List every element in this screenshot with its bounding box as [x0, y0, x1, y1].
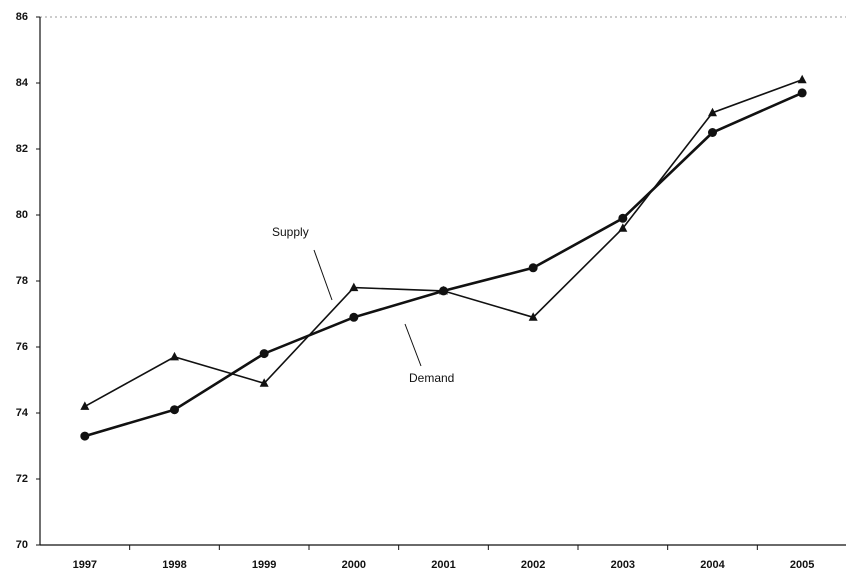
- y-tick-label: 74: [16, 407, 29, 419]
- marker: [797, 88, 807, 98]
- marker: [349, 282, 359, 292]
- y-tick-label: 72: [16, 473, 28, 485]
- annotation-leader: [404, 323, 422, 367]
- x-tick-label: 1998: [162, 559, 186, 571]
- x-tick-label: 2002: [521, 559, 545, 571]
- x-tick-label: 1999: [252, 559, 276, 571]
- marker: [80, 401, 90, 410]
- marker: [439, 286, 448, 296]
- x-tick-label: 2001: [431, 559, 455, 571]
- x-tick-label: 2003: [611, 559, 635, 571]
- annotation: Demand: [409, 371, 454, 385]
- annotation: Supply: [272, 225, 309, 239]
- marker: [170, 351, 179, 361]
- x-tick-label: 2005: [790, 559, 814, 571]
- y-tick-label: 80: [16, 209, 28, 221]
- y-tick-label: 86: [16, 11, 28, 23]
- marker: [708, 107, 717, 117]
- marker: [80, 431, 90, 441]
- marker: [528, 312, 538, 321]
- y-tick-label: 78: [16, 275, 28, 287]
- marker: [618, 223, 628, 232]
- marker: [797, 74, 807, 84]
- annotation-leader: [313, 249, 333, 301]
- series-line: [84, 78, 803, 408]
- y-tick-label: 82: [16, 143, 28, 155]
- y-tick-label: 76: [16, 341, 28, 353]
- x-tick-label: 2004: [700, 559, 725, 571]
- x-tick-label: 1997: [73, 559, 97, 571]
- marker: [259, 349, 269, 359]
- marker: [170, 405, 179, 415]
- marker: [259, 378, 269, 387]
- marker: [708, 128, 717, 137]
- x-tick-label: 2000: [342, 559, 366, 571]
- marker: [349, 312, 359, 322]
- y-tick-label: 84: [16, 77, 29, 89]
- marker: [618, 213, 628, 223]
- y-tick-label: 70: [16, 539, 28, 551]
- marker: [528, 263, 538, 273]
